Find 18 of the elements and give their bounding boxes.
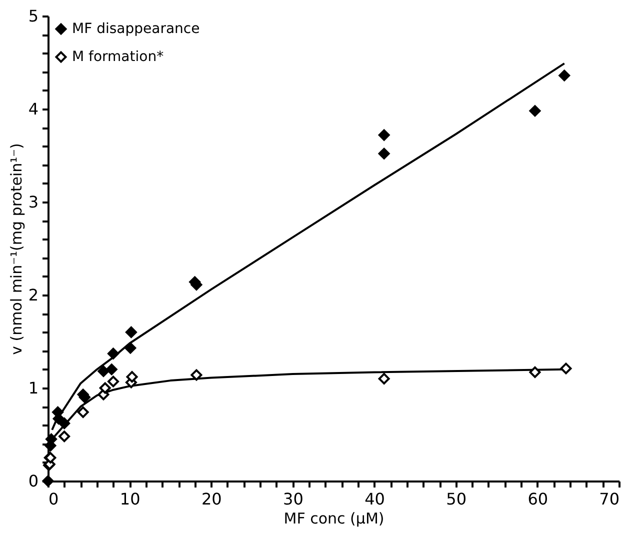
y-axis-title: v (nmol min⁻¹(mg protein¹⁻) xyxy=(7,143,26,355)
x-tick-label: 10 xyxy=(120,490,140,508)
x-tick-label: 70 xyxy=(599,490,620,508)
x-tick-label: 30 xyxy=(283,490,304,508)
x-tick-label: 40 xyxy=(364,490,385,508)
y-tick-label: 1 xyxy=(28,378,38,398)
x-tick-label: 0 xyxy=(48,490,59,508)
y-tick-label: 0 xyxy=(28,472,38,490)
x-tick-label: 60 xyxy=(528,490,548,508)
x-tick-label: 50 xyxy=(446,490,467,508)
x-tick-label: 20 xyxy=(201,490,222,508)
legend-label: MF disappearance xyxy=(72,21,200,37)
y-tick-label: 5 xyxy=(28,6,38,26)
y-tick-label: 3 xyxy=(28,192,38,212)
y-tick-label: 4 xyxy=(28,100,38,118)
legend-label: M formation* xyxy=(72,49,164,65)
y-tick-label: 2 xyxy=(28,286,38,304)
x-axis-title: MF conc (μM) xyxy=(284,510,384,528)
